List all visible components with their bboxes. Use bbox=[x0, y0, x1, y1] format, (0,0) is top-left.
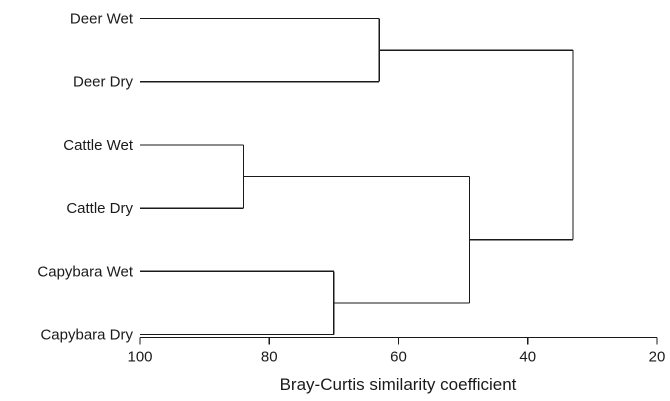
leaf-labels: Deer Wet Deer Dry Cattle Wet Cattle Dry Capy… bbox=[37, 11, 133, 344]
x-axis-ticks: 100 80 60 40 20 bbox=[127, 337, 666, 366]
leaf-label-cattle-dry: Cattle Dry bbox=[66, 200, 133, 217]
tick-label-40: 40 bbox=[519, 349, 536, 366]
x-axis: 100 80 60 40 20 Bray-Curtis similarity coeff… bbox=[127, 336, 666, 394]
leaf-label-capybara-dry: Capybara Dry bbox=[40, 327, 133, 344]
x-axis-title: Bray-Curtis similarity coefficient bbox=[280, 375, 517, 394]
merge-cattle bbox=[140, 144, 245, 209]
leaf-label-deer-wet: Deer Wet bbox=[70, 11, 134, 28]
tick-label-20: 20 bbox=[649, 349, 666, 366]
tick-label-100: 100 bbox=[127, 349, 152, 366]
leaf-label-capybara-wet: Capybara Wet bbox=[37, 263, 133, 280]
merge-root bbox=[379, 49, 574, 241]
leaf-label-cattle-wet: Cattle Wet bbox=[63, 137, 134, 154]
leaf-label-deer-dry: Deer Dry bbox=[73, 74, 134, 91]
dendrogram-branches bbox=[140, 17, 574, 336]
tick-label-80: 80 bbox=[261, 349, 278, 366]
tick-label-60: 60 bbox=[390, 349, 407, 366]
merge-capybara bbox=[140, 270, 335, 336]
merge-deer bbox=[140, 17, 380, 83]
merge-cattle-capybara bbox=[243, 175, 471, 304]
